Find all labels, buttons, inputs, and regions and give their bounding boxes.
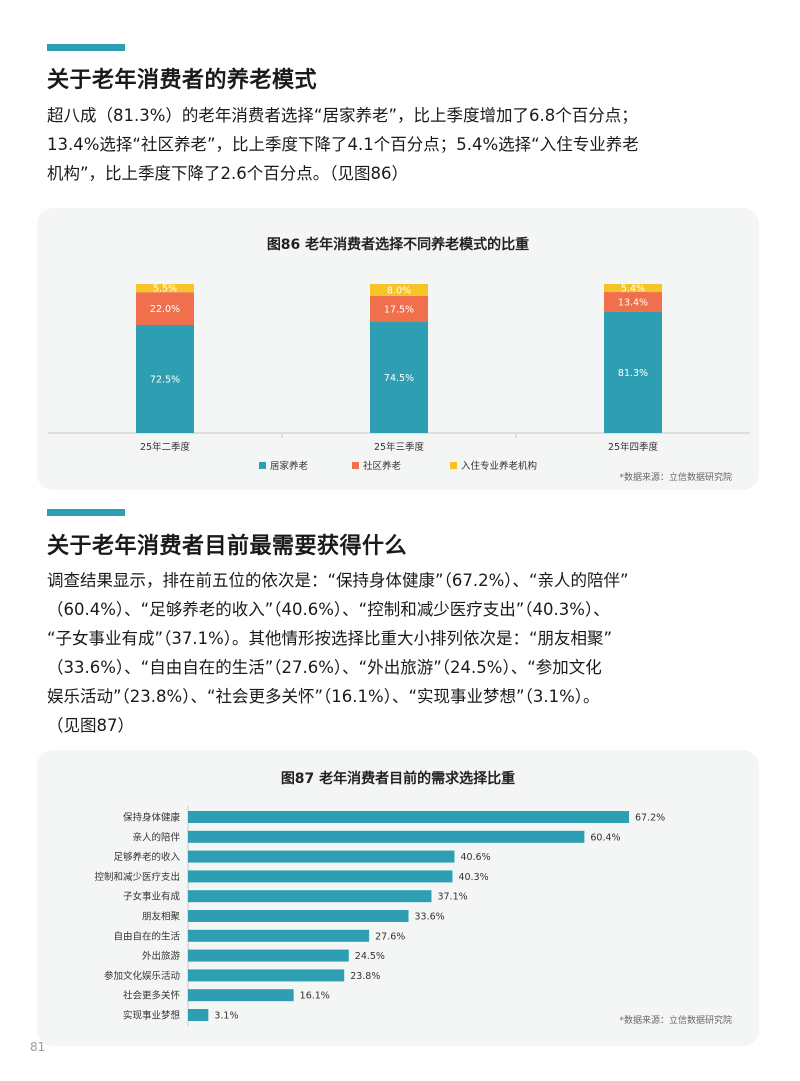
data-label: 81.3% — [618, 368, 648, 379]
section-accent-bar — [47, 44, 125, 51]
data-label: 8.0% — [387, 285, 411, 296]
category-label: 自由自在的生活 — [113, 930, 180, 942]
bar — [188, 989, 294, 1002]
bar-segment — [136, 292, 194, 325]
paragraph-line: 调查结果显示，排在前五位的依次是：“保持身体健康”（67.2%）、“亲人的陪伴” — [47, 571, 629, 590]
section-accent-bar — [47, 509, 125, 516]
bar-segment — [604, 284, 662, 293]
category-label: 保持身体健康 — [123, 812, 181, 824]
bar — [188, 949, 349, 962]
figure-86-source: *数据来源：立信数据研究院 — [619, 473, 732, 483]
bar — [188, 870, 453, 883]
section-paragraph-elderly-care-mode: 超八成（81.3%）的老年消费者选择“居家养老”，比上季度增加了6.8个百分点；… — [47, 101, 759, 188]
bar — [188, 850, 455, 863]
paragraph-line: （33.6%）、“自由自在的生活”（27.6%）、“外出旅游”（24.5%）、“… — [47, 658, 602, 677]
data-label: 23.8% — [350, 971, 380, 982]
data-label: 74.5% — [384, 373, 414, 384]
bar-segment — [604, 311, 662, 433]
legend-swatch — [352, 462, 359, 469]
data-label: 17.5% — [384, 304, 414, 315]
paragraph-line: 机构”，比上季度下降了2.6个百分点。（见图86） — [47, 164, 409, 183]
paragraph-line: （60.4%）、“足够养老的收入”（40.6%）、“控制和减少医疗支出”（40.… — [47, 600, 610, 619]
data-label: 60.4% — [590, 832, 620, 843]
bar — [188, 811, 629, 823]
legend-swatch — [259, 462, 266, 469]
page-number: 81 — [30, 1040, 46, 1054]
data-label: 16.1% — [300, 991, 330, 1002]
paragraph-line: 超八成（81.3%）的老年消费者选择“居家养老”，比上季度增加了6.8个百分点； — [47, 106, 638, 125]
category-label: 子女事业有成 — [123, 891, 181, 903]
legend-swatch — [450, 462, 457, 469]
bar — [188, 890, 432, 903]
data-label: 72.5% — [150, 374, 180, 385]
bar — [188, 830, 585, 843]
category-label: 控制和减少医疗支出 — [94, 871, 180, 883]
bar-segment — [136, 324, 194, 433]
x-tick-label: 25年四季度 — [608, 441, 659, 453]
figure-86-chart: 72.5% 22.0% 5.5% 25年二季度 74.5% 17.5% 8.0% 25年三季度… — [48, 284, 750, 472]
category-label: 参加文化娱乐活动 — [104, 970, 180, 982]
category-label: 亲人的陪伴 — [132, 831, 180, 843]
legend-label: 社区养老 — [363, 460, 402, 472]
x-tick-label: 25年三季度 — [374, 441, 425, 453]
data-label: 27.6% — [375, 931, 405, 942]
bar — [188, 910, 409, 922]
paragraph-line: 13.4%选择“社区养老”，比上季度下降了4.1个百分点；5.4%选择“入住专业… — [47, 135, 639, 154]
x-tick-label: 25年二季度 — [140, 441, 191, 453]
section-title-elderly-care-mode: 关于老年消费者的养老模式 — [47, 68, 318, 93]
category-label: 外出旅游 — [142, 950, 181, 962]
figure-87-card: 图87 老年消费者目前的需求选择比重 保持身体健康 67.2% 亲人的陪伴 60.4%… — [37, 750, 759, 1046]
category-label: 实现事业梦想 — [123, 1010, 181, 1022]
section-title-elderly-needs: 关于老年消费者目前最需要获得什么 — [47, 534, 408, 559]
data-label: 22.0% — [150, 304, 180, 315]
data-label: 40.3% — [458, 872, 488, 883]
data-label: 13.4% — [618, 298, 648, 309]
bar-segment — [370, 321, 428, 433]
data-label: 5.5% — [153, 284, 177, 295]
data-label: 5.4% — [621, 284, 645, 295]
legend-label: 入住专业养老机构 — [461, 460, 537, 472]
bar-segment — [136, 284, 194, 293]
paragraph-line: （见图87） — [47, 716, 134, 735]
data-label: 40.6% — [460, 852, 490, 863]
figure-87-source: *数据来源：立信数据研究院 — [619, 1016, 732, 1026]
bar-segment — [370, 295, 428, 322]
section-paragraph-elderly-needs: 调查结果显示，排在前五位的依次是：“保持身体健康”（67.2%）、“亲人的陪伴”… — [47, 566, 759, 740]
data-label: 67.2% — [635, 813, 665, 824]
figure-86-card: 图86 老年消费者选择不同养老模式的比重 72.5% 22.0% 5.5% 25年二季… — [37, 208, 759, 490]
category-label: 社会更多关怀 — [123, 990, 181, 1002]
data-label: 33.6% — [415, 912, 445, 923]
data-label: 3.1% — [214, 1011, 238, 1022]
data-label: 24.5% — [355, 951, 385, 962]
figure-87-chart: 保持身体健康 67.2% 亲人的陪伴 60.4% 足够养老的收入 40.6% 控制和减少医疗… — [94, 806, 665, 1026]
figure-86-title: 图86 老年消费者选择不同养老模式的比重 — [266, 237, 530, 253]
paragraph-line: “子女事业有成”（37.1%）。其他情形按选择比重大小排列依次是：“朋友相聚” — [47, 629, 613, 648]
bar — [188, 1009, 209, 1021]
bar — [188, 929, 370, 942]
category-label: 足够养老的收入 — [113, 851, 180, 863]
figure-87-title: 图87 老年消费者目前的需求选择比重 — [280, 771, 516, 787]
bar — [188, 969, 345, 982]
paragraph-line: 娱乐活动”（23.8%）、“社会更多关怀”（16.1%）、“实现事业梦想”（3.… — [47, 687, 600, 706]
data-label: 37.1% — [437, 892, 467, 903]
bar-segment — [604, 292, 662, 312]
legend-label: 居家养老 — [270, 460, 309, 472]
bar-segment — [370, 284, 428, 296]
category-label: 朋友相聚 — [142, 911, 181, 923]
